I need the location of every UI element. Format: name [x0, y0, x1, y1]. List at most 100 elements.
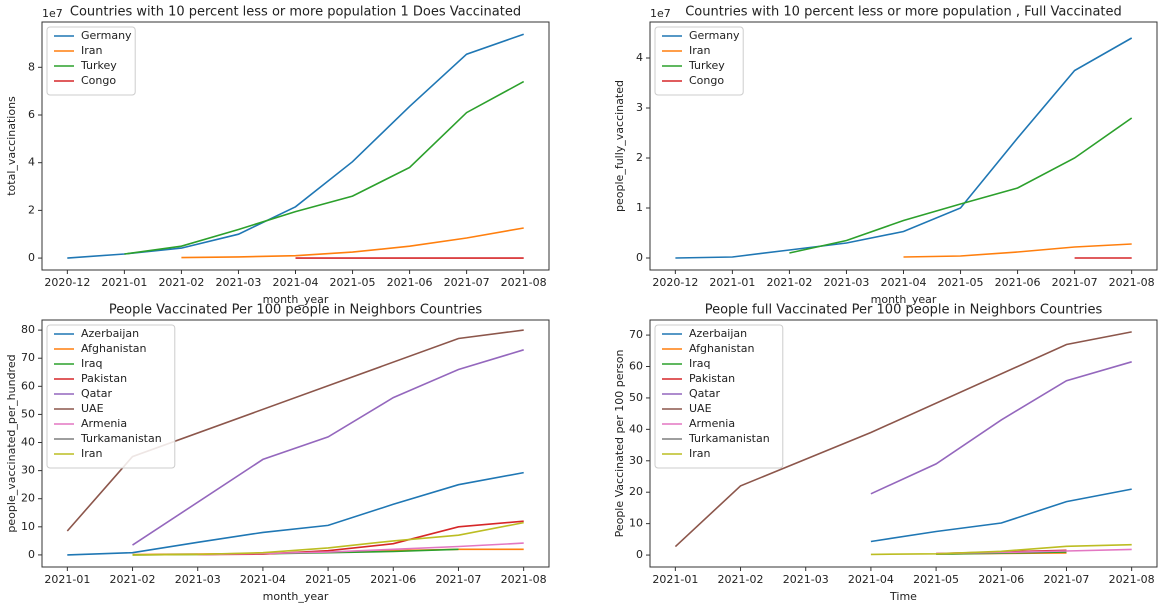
y-tick-label: 4	[28, 156, 35, 169]
chart-panel: Countries with 10 percent less or more p…	[613, 5, 1158, 306]
x-tick-label: 2021-04	[881, 276, 927, 289]
x-tick-label: 2021-04	[848, 573, 894, 586]
series-line	[675, 37, 1133, 259]
y-tick-label: 40	[21, 436, 35, 449]
legend-label: Afghanistan	[81, 342, 147, 355]
x-axis-label: month_year	[263, 293, 329, 306]
x-tick-label: 2021-04	[273, 276, 319, 289]
y-offset-label: 1e7	[42, 7, 63, 20]
y-tick-label: 2	[28, 203, 35, 216]
legend-label: Iran	[689, 44, 711, 57]
x-tick-label: 2021-04	[240, 573, 286, 586]
y-tick-label: 50	[21, 407, 35, 420]
y-tick-label: 10	[629, 517, 643, 530]
x-axis-label: month_year	[263, 590, 329, 603]
series-line	[870, 543, 1132, 556]
legend-label: Iraq	[81, 357, 103, 370]
legend-label: Armenia	[689, 417, 735, 430]
x-tick-label: 2021-03	[783, 573, 829, 586]
x-tick-label: 2021-01	[652, 573, 698, 586]
plot-frame	[41, 21, 550, 271]
series-line	[67, 33, 524, 259]
x-tick-label: 2021-05	[938, 276, 984, 289]
y-tick-label: 50	[629, 391, 643, 404]
y-axis-label: people_fully_vaccinated	[613, 80, 626, 212]
y-tick-label: 2	[636, 151, 643, 164]
y-axis-label: People Vaccinated per 100 person	[613, 350, 626, 538]
series-line	[67, 471, 524, 556]
x-tick-label: 2021-05	[330, 276, 376, 289]
series-line	[674, 331, 1132, 548]
x-tick-label: 2021-08	[1109, 573, 1155, 586]
y-tick-label: 40	[629, 422, 643, 435]
legend-label: Azerbaijan	[689, 327, 747, 340]
legend-label: Qatar	[81, 387, 112, 400]
legend-label: Congo	[689, 74, 724, 87]
legend-label: Germany	[81, 29, 132, 42]
legend-label: UAE	[689, 402, 712, 415]
x-tick-label: 2021-08	[501, 573, 547, 586]
series-line	[903, 243, 1132, 258]
y-tick-label: 4	[636, 51, 643, 64]
chart-title: Countries with 10 percent less or more p…	[685, 5, 1122, 20]
y-tick-label: 30	[21, 464, 35, 477]
x-tick-label: 2021-08	[501, 276, 547, 289]
series-line	[870, 361, 1132, 495]
y-tick-label: 80	[21, 323, 35, 336]
legend-label: UAE	[81, 402, 104, 415]
y-axis-label: total_vaccinations	[5, 96, 18, 196]
legend-label: Germany	[689, 29, 740, 42]
x-tick-label: 2021-07	[1052, 276, 1098, 289]
plot-frame	[41, 319, 550, 568]
series-line	[789, 117, 1133, 254]
x-axis-label: Time	[889, 590, 917, 603]
legend-label: Congo	[81, 74, 116, 87]
x-tick-label: 2021-06	[370, 573, 416, 586]
x-tick-label: 2021-08	[1109, 276, 1155, 289]
legend-box	[654, 324, 784, 469]
y-axis-label: people_vaccinated_per_hundred	[5, 354, 18, 532]
y-tick-label: 10	[21, 520, 35, 533]
chart-panel: People full Vaccinated Per 100 people in…	[613, 303, 1158, 603]
y-tick-label: 0	[636, 548, 643, 561]
legend-label: Pakistan	[81, 372, 127, 385]
legend-label: Armenia	[81, 417, 127, 430]
y-tick-label: 8	[28, 60, 35, 73]
y-tick-label: 20	[629, 485, 643, 498]
legend-label: Iraq	[689, 357, 711, 370]
legend-label: Turkamanistan	[80, 432, 162, 445]
legend-label: Pakistan	[689, 372, 735, 385]
x-tick-label: 2021-02	[110, 573, 156, 586]
chart-panel: People Vaccinated Per 100 people in Neig…	[5, 303, 550, 603]
x-tick-label: 2021-05	[305, 573, 351, 586]
y-tick-label: 60	[629, 360, 643, 373]
x-tick-label: 2021-02	[158, 276, 204, 289]
x-tick-label: 2021-07	[435, 573, 481, 586]
x-tick-label: 2020-12	[44, 276, 90, 289]
x-tick-label: 2021-06	[995, 276, 1041, 289]
y-tick-label: 6	[28, 108, 35, 121]
legend-label: Iran	[689, 447, 711, 460]
legend-label: Turkey	[688, 59, 725, 72]
y-tick-label: 3	[636, 101, 643, 114]
x-tick-label: 2021-07	[1043, 573, 1089, 586]
plot-frame	[649, 319, 1158, 568]
series-line	[870, 488, 1132, 543]
x-tick-label: 2021-03	[215, 276, 261, 289]
series-line	[181, 227, 524, 259]
x-tick-label: 2021-07	[444, 276, 490, 289]
x-tick-label: 2021-01	[709, 276, 755, 289]
chart-panel: Countries with 10 percent less or more p…	[5, 5, 550, 306]
y-tick-label: 0	[636, 251, 643, 264]
x-tick-label: 2021-02	[766, 276, 812, 289]
chart-title: People full Vaccinated Per 100 people in…	[705, 303, 1103, 318]
x-tick-label: 2021-03	[175, 573, 221, 586]
x-tick-label: 2021-03	[823, 276, 869, 289]
y-tick-label: 60	[21, 379, 35, 392]
x-tick-label: 2021-01	[44, 573, 90, 586]
y-tick-label: 30	[629, 454, 643, 467]
legend-label: Azerbaijan	[81, 327, 139, 340]
legend-label: Turkey	[80, 59, 117, 72]
y-tick-label: 70	[21, 351, 35, 364]
legend-label: Afghanistan	[689, 342, 755, 355]
